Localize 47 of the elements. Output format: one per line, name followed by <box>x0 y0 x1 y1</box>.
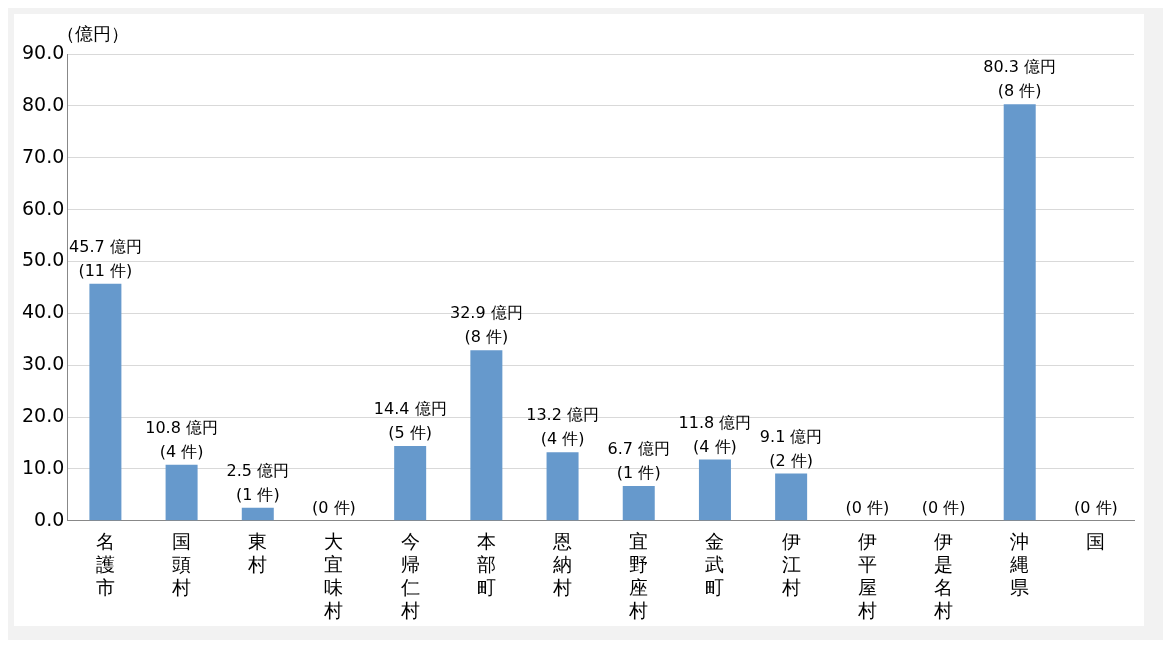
data-label: 80.3 億円 (8 件) <box>983 57 1057 101</box>
x-tick-label: 恩納村 <box>552 530 573 598</box>
bar <box>89 283 122 521</box>
y-tick-label: 30.0 <box>21 352 65 375</box>
x-tick-label: 宜野座村 <box>628 530 649 621</box>
x-tick-label: 大宜味村 <box>323 530 344 621</box>
y-tick-label: 10.0 <box>21 455 65 478</box>
data-label: (0 件) <box>1074 497 1118 517</box>
y-tick-label: 40.0 <box>21 300 65 323</box>
bar <box>241 507 274 521</box>
x-tick-label: 今帰仁村 <box>399 530 420 621</box>
y-tick-label: 60.0 <box>21 196 65 219</box>
y-tick-label: 20.0 <box>21 404 65 426</box>
bar <box>546 452 579 521</box>
data-label: 11.8 億円 (4 件) <box>678 412 752 456</box>
bar <box>622 486 655 521</box>
y-tick-label: 70.0 <box>21 144 65 167</box>
y-tick-label: 80.0 <box>21 92 65 115</box>
data-label: 10.8 億円 (4 件) <box>145 417 218 461</box>
data-label: 6.7 億円 (1 件) <box>607 439 671 483</box>
data-label: 9.1 億円 (2 件) <box>759 426 823 470</box>
x-tick-label: 東村 <box>247 530 268 575</box>
y-tick-label: 0.0 <box>34 507 65 530</box>
data-label: (0 件) <box>312 497 356 517</box>
x-tick-label: 国頭村 <box>171 530 192 598</box>
x-tick-label: 沖縄県 <box>1009 530 1030 598</box>
x-tick-label: 伊江村 <box>780 530 801 598</box>
x-tick-label: 伊平屋村 <box>856 530 877 621</box>
data-label: 2.5 億円 (1 件) <box>226 460 290 504</box>
bar <box>470 350 503 521</box>
x-tick-label: 名護市 <box>95 530 115 598</box>
data-label: (0 件) <box>845 497 890 517</box>
data-label: 13.2 億円 (4 件) <box>526 405 599 449</box>
data-label: 14.4 億円 (5 件) <box>373 399 447 443</box>
y-tick-label: 50.0 <box>21 248 65 271</box>
x-tick-label: 金武町 <box>705 530 725 598</box>
x-tick-label: 本部町 <box>476 530 496 598</box>
data-label: (0 件) <box>921 497 966 517</box>
x-tick-label: 伊是名村 <box>933 530 954 621</box>
x-tick-label: 国 <box>1086 530 1106 553</box>
bar <box>698 459 731 521</box>
bar <box>775 473 808 521</box>
bar <box>1003 104 1036 521</box>
bar <box>165 464 198 521</box>
data-label: 32.9 億円 (8 件) <box>450 303 523 347</box>
data-label: 45.7 億円 (11 件) <box>69 236 142 280</box>
bar <box>394 446 427 521</box>
